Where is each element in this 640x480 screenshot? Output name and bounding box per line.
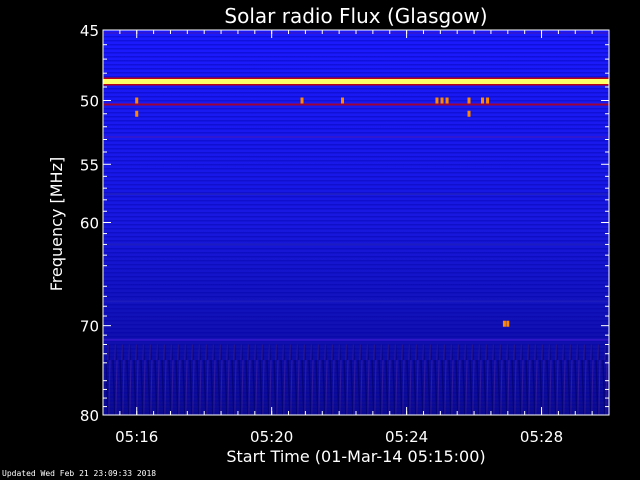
x-tick-label-1: 05:20 — [250, 428, 293, 446]
burst-3 — [341, 97, 345, 104]
burst-2 — [300, 97, 304, 104]
y-tick-label-1: 50 — [80, 93, 99, 111]
burst-12 — [506, 320, 510, 327]
band-5 — [103, 243, 609, 246]
burst-6 — [445, 97, 449, 104]
band-1 — [103, 78, 609, 84]
burst-11 — [502, 320, 506, 327]
band-3 — [103, 135, 609, 138]
spectrogram-streak-texture — [103, 344, 609, 415]
burst-0 — [135, 97, 139, 104]
x-axis-label: Start Time (01-Mar-14 05:15:00) — [226, 447, 485, 466]
chart-title: Solar radio Flux (Glasgow) — [224, 4, 487, 28]
band-4 — [103, 193, 609, 196]
y-tick-label-2: 55 — [80, 156, 99, 174]
burst-10 — [486, 97, 490, 104]
burst-5 — [440, 97, 444, 104]
burst-8 — [467, 110, 471, 117]
y-tick-label-5: 80 — [80, 407, 99, 425]
x-tick-label-2: 05:24 — [385, 428, 428, 446]
band-2 — [103, 103, 609, 106]
burst-7 — [467, 97, 471, 104]
burst-1 — [135, 110, 139, 117]
x-tick-label-3: 05:28 — [520, 428, 563, 446]
y-axis-label: Frequency [MHz] — [47, 157, 66, 291]
y-tick-label-3: 60 — [80, 215, 99, 233]
last-updated-text: Updated Wed Feb 21 23:09:33 2018 — [2, 469, 157, 478]
band-7 — [103, 338, 609, 341]
burst-4 — [435, 97, 439, 104]
x-tick-label-0: 05:16 — [115, 428, 158, 446]
y-tick-label-0: 45 — [80, 22, 99, 40]
burst-9 — [481, 97, 484, 104]
band-6 — [103, 300, 609, 303]
y-tick-label-4: 70 — [80, 318, 99, 336]
